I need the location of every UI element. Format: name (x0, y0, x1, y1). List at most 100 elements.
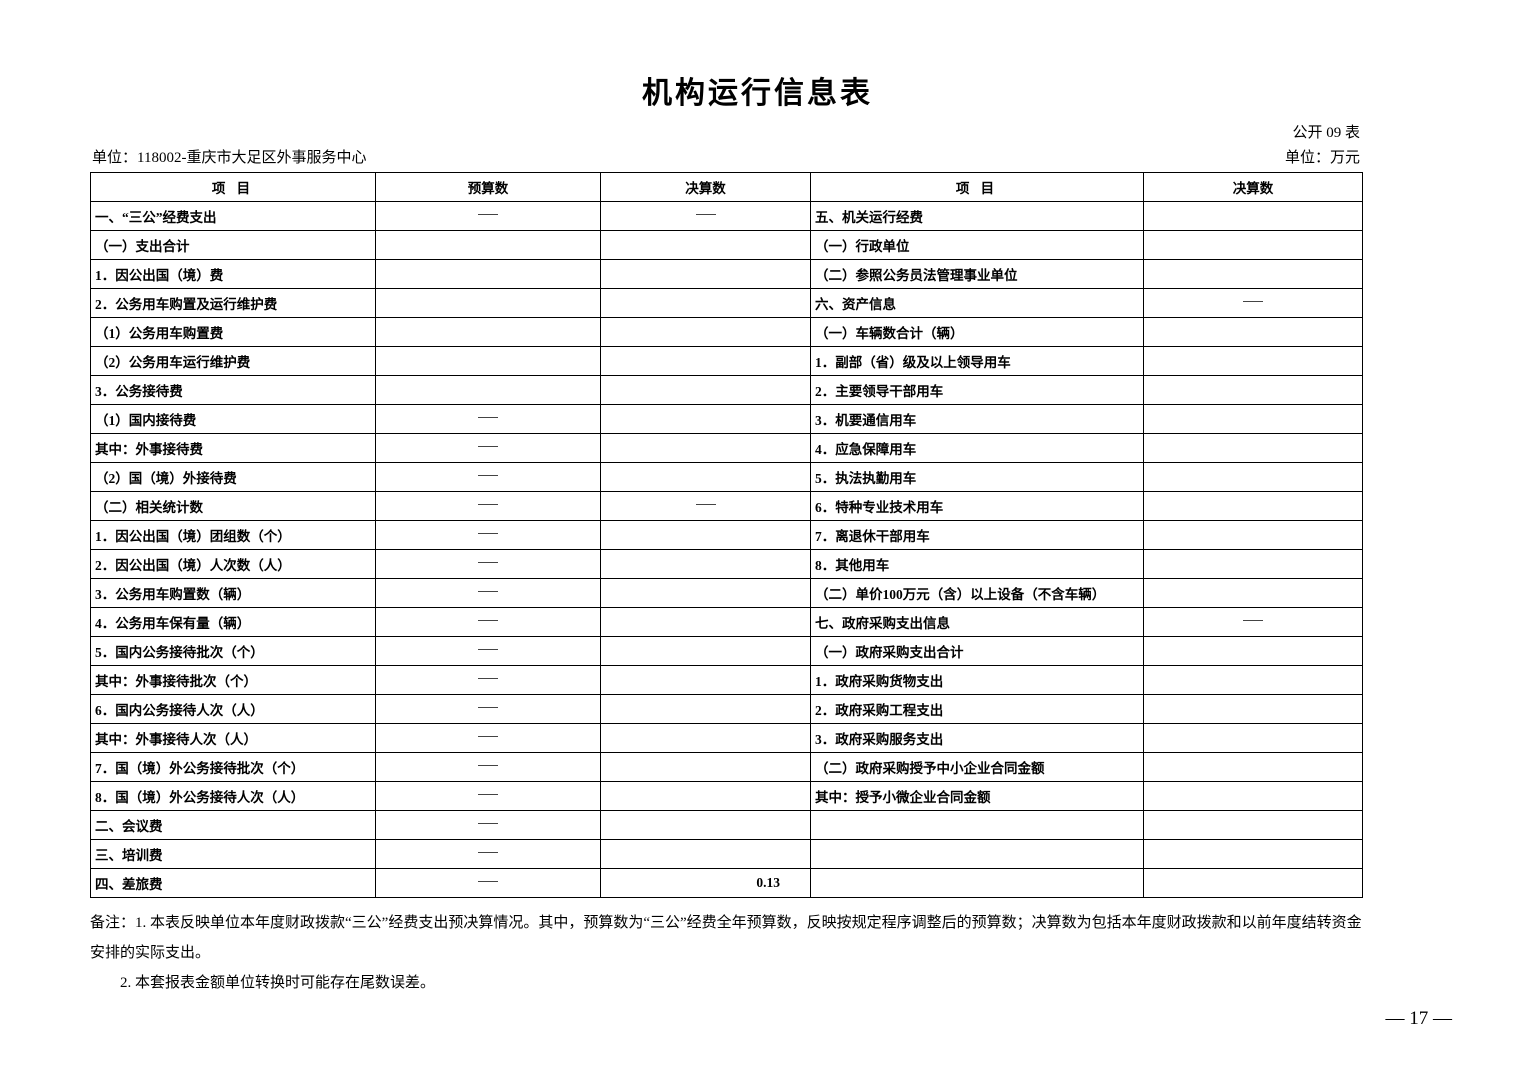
left-final-value (600, 839, 811, 869)
right-final-value (1143, 317, 1363, 347)
left-final-value (600, 520, 811, 550)
left-item-label: （1）公务用车购置费 (90, 317, 376, 347)
left-final-value (600, 230, 811, 260)
left-final-value (600, 201, 811, 231)
right-final-value (1143, 578, 1363, 608)
right-item-label: 6．特种专业技术用车 (810, 491, 1144, 521)
table-row: 2．公务用车购置及运行维护费 六、资产信息 (90, 288, 1363, 318)
left-final-value (600, 752, 811, 782)
header-item-left: 项 目 (90, 172, 376, 202)
right-item-label: 1．副部（省）级及以上领导用车 (810, 346, 1144, 376)
right-final-value (1143, 288, 1363, 318)
left-budget-value (375, 346, 601, 376)
table-row: 1．因公出国（境）费 （二）参照公务员法管理事业单位 (90, 259, 1363, 289)
table-body: 一、“三公”经费支出 五、机关运行经费 （一）支出合计 （一）行政单位 1．因公出国（境… (90, 201, 1363, 898)
table-row: 四、差旅费 0.13 (90, 868, 1363, 898)
left-final-value (600, 607, 811, 637)
right-final-value (1143, 549, 1363, 579)
right-item-label: 8．其他用车 (810, 549, 1144, 579)
left-item-label: 1．因公出国（境）团组数（个） (90, 520, 376, 550)
left-budget-value (375, 723, 601, 753)
table-row: 3．公务接待费 2．主要领导干部用车 (90, 375, 1363, 405)
left-budget-value (375, 665, 601, 695)
left-budget-value (375, 404, 601, 434)
left-item-label: 8．国（境）外公务接待人次（人） (90, 781, 376, 811)
table-row: （1）公务用车购置费 （一）车辆数合计（辆） (90, 317, 1363, 347)
left-item-label: 其中：外事接待费 (90, 433, 376, 463)
dash-mark (478, 649, 498, 651)
left-final-value (600, 810, 811, 840)
dash-mark (478, 707, 498, 709)
left-budget-value (375, 636, 601, 666)
left-item-label: （2）公务用车运行维护费 (90, 346, 376, 376)
right-final-value (1143, 781, 1363, 811)
left-item-label: （二）相关统计数 (90, 491, 376, 521)
left-final-value (600, 259, 811, 289)
form-number: 公开 09 表 (1292, 125, 1360, 141)
left-item-label: 7．国（境）外公务接待批次（个） (90, 752, 376, 782)
left-final-value (600, 433, 811, 463)
table-row: 5．国内公务接待批次（个） （一）政府采购支出合计 (90, 636, 1363, 666)
left-budget-value (375, 810, 601, 840)
amount-unit-line: 单位：万元 (1284, 150, 1360, 166)
left-item-label: 4．公务用车保有量（辆） (90, 607, 376, 637)
left-item-label: （一）支出合计 (90, 230, 376, 260)
left-item-label: 2．公务用车购置及运行维护费 (90, 288, 376, 318)
right-final-value (1143, 375, 1363, 405)
dash-mark (478, 417, 498, 419)
left-budget-value (375, 491, 601, 521)
left-final-value (600, 375, 811, 405)
right-item-label: （二）参照公务员法管理事业单位 (810, 259, 1144, 289)
left-item-label: 5．国内公务接待批次（个） (90, 636, 376, 666)
right-final-value (1143, 433, 1363, 463)
right-item-label: 3．机要通信用车 (810, 404, 1144, 434)
right-final-value (1143, 868, 1363, 898)
page-title: 机构运行信息表 (642, 77, 873, 110)
right-final-value (1143, 839, 1363, 869)
dash-mark (478, 562, 498, 564)
right-final-value (1143, 201, 1363, 231)
dash-mark (478, 504, 498, 506)
right-final-value (1143, 636, 1363, 666)
table-row: 其中：外事接待批次（个） 1．政府采购货物支出 (90, 665, 1363, 695)
left-item-label: 三、培训费 (90, 839, 376, 869)
table-row: 2．因公出国（境）人次数（人） 8．其他用车 (90, 549, 1363, 579)
left-final-value (600, 665, 811, 695)
right-item-label: 其中：授予小微企业合同金额 (810, 781, 1144, 811)
dash-mark (695, 214, 716, 216)
left-budget-value (375, 317, 601, 347)
right-item-label: （一）行政单位 (810, 230, 1144, 260)
left-budget-value (375, 578, 601, 608)
right-final-value (1143, 346, 1363, 376)
left-final-value (600, 317, 811, 347)
left-final-value (600, 491, 811, 521)
left-budget-value (375, 607, 601, 637)
right-item-label: （一）政府采购支出合计 (810, 636, 1144, 666)
dash-mark (478, 823, 498, 825)
right-item-label (810, 810, 1144, 840)
left-final-value: 0.13 (600, 868, 811, 898)
unit-name-line: 单位：118002-重庆市大足区外事服务中心 (92, 150, 367, 166)
right-item-label: 7．离退休干部用车 (810, 520, 1144, 550)
left-budget-value (375, 752, 601, 782)
dash-mark (478, 533, 498, 535)
table-row: （1）国内接待费 3．机要通信用车 (90, 404, 1363, 434)
left-final-value (600, 404, 811, 434)
left-budget-value (375, 433, 601, 463)
left-final-value (600, 288, 811, 318)
right-item-label: 五、机关运行经费 (810, 201, 1144, 231)
table-row: （一）支出合计 （一）行政单位 (90, 230, 1363, 260)
right-final-value (1143, 259, 1363, 289)
right-final-value (1143, 230, 1363, 260)
right-final-value (1143, 404, 1363, 434)
header-budget: 预算数 (375, 172, 601, 202)
left-item-label: 一、“三公”经费支出 (90, 201, 376, 231)
left-item-label: （1）国内接待费 (90, 404, 376, 434)
table-row: 三、培训费 (90, 839, 1363, 869)
left-budget-value (375, 462, 601, 492)
left-budget-value (375, 288, 601, 318)
dash-mark (478, 678, 498, 680)
dash-mark (478, 446, 498, 448)
table-row: 二、会议费 (90, 810, 1363, 840)
